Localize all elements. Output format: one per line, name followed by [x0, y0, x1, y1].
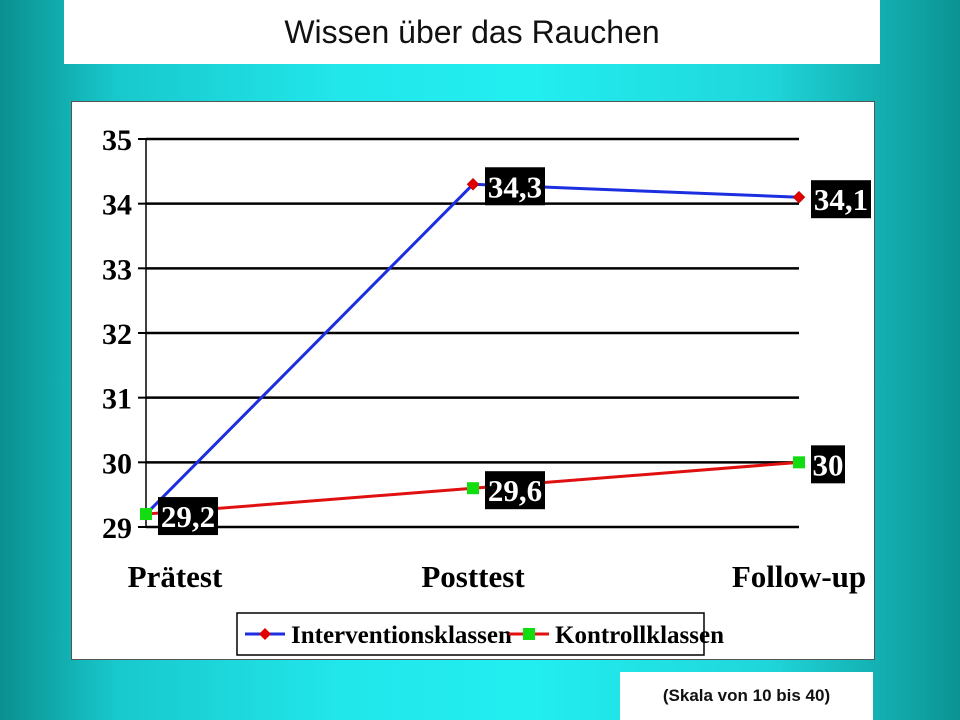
x-tick-label: Follow-up [732, 559, 866, 594]
data-label-interventionsklassen-box [485, 167, 545, 206]
page-title: Wissen über das Rauchen [284, 13, 660, 50]
data-label-interventionsklassen-box [811, 180, 871, 219]
data-point-interventionsklassen [792, 190, 806, 204]
x-tick-label: Posttest [421, 559, 525, 594]
legend-marker-interventionsklassen [259, 628, 271, 640]
line-chart: 29 30 31 32 33 34 35 Prätest Posttest Follow-up 34… [102, 124, 871, 656]
data-label-kontrollklassen: 29,6 [488, 473, 542, 508]
data-label-kontrollklassen-box [485, 471, 545, 510]
title-banner: Wissen über das Rauchen [64, 0, 880, 64]
data-label-interventionsklassen: 34,3 [488, 169, 542, 204]
data-point-interventionsklassen [466, 177, 480, 191]
chart-panel: 29 30 31 32 33 34 35 Prätest Posttest Follow-up 34… [71, 101, 875, 660]
scale-note-box: (Skala von 10 bis 40) [620, 672, 873, 720]
y-tick-label: 30 [102, 447, 132, 480]
y-tick-label: 32 [102, 318, 132, 351]
scale-note: (Skala von 10 bis 40) [662, 686, 831, 705]
x-tick-label: Prätest [128, 559, 223, 594]
y-tick-label: 33 [102, 253, 132, 286]
data-label-kontrollklassen-box [811, 445, 845, 484]
data-point-kontrollklassen [467, 482, 479, 495]
legend-label-interventionsklassen: Interventionsklassen [291, 622, 512, 649]
legend-marker-kontrollklassen [523, 628, 535, 640]
data-point-kontrollklassen [793, 456, 805, 469]
data-label-kontrollklassen: 29,2 [161, 499, 215, 534]
y-tick-label: 29 [102, 512, 132, 545]
data-label-interventionsklassen: 34,1 [814, 182, 868, 217]
data-label-kontrollklassen-box [158, 497, 218, 536]
data-point-kontrollklassen [140, 508, 152, 521]
legend-box [236, 612, 705, 656]
data-label-kontrollklassen: 30 [813, 447, 844, 482]
y-tick-label: 31 [102, 383, 132, 416]
series-line-interventionsklassen [144, 182, 800, 516]
y-tick-label: 35 [102, 124, 132, 157]
y-tick-label: 34 [102, 189, 132, 222]
legend-label-kontrollklassen: Kontrollklassen [555, 622, 724, 649]
